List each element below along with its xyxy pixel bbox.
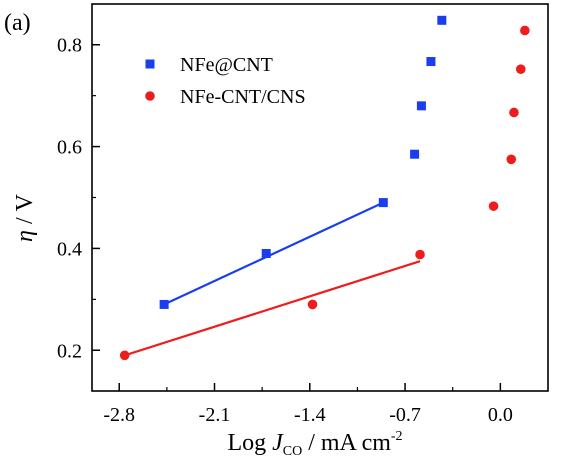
y-tick-label: 0.4 bbox=[57, 238, 82, 260]
nfe-cnt-cns-point bbox=[509, 107, 519, 118]
nfe-cnt-cns-point bbox=[520, 25, 530, 36]
x-tick-label: -2.8 bbox=[103, 404, 135, 426]
legend: NFe@CNT NFe-CNT/CNS bbox=[145, 54, 306, 108]
fit-lines bbox=[124, 201, 421, 357]
nfe-cnt-cns-point bbox=[119, 350, 130, 361]
y-axis-unit: / V bbox=[12, 193, 38, 230]
x-tick-label: 0.0 bbox=[488, 404, 513, 426]
plot-frame bbox=[91, 3, 549, 392]
y-axis-symbol: η bbox=[12, 230, 38, 242]
x-axis-unit: / mA cm bbox=[302, 430, 391, 456]
x-axis-superscript: -2 bbox=[391, 429, 403, 444]
nfe-cnt-point bbox=[378, 198, 388, 208]
legend-label-nfe-cnt: NFe@CNT bbox=[180, 54, 273, 76]
nfe-cnt-point bbox=[416, 101, 426, 111]
nfe-cnt-cns-point bbox=[415, 249, 425, 260]
x-axis-prefix: Log bbox=[227, 430, 272, 456]
x-axis-symbol: J bbox=[272, 430, 284, 456]
legend-marker-nfe-cnt bbox=[145, 59, 155, 69]
x-tick-label: -0.7 bbox=[389, 404, 421, 426]
nfe-cnt-cns-point bbox=[515, 64, 526, 74]
y-axis-label: η / V bbox=[12, 193, 38, 242]
x-tick-label: -1.4 bbox=[294, 404, 326, 426]
axis-ticks: -2.8 -2.1 -1.4 -0.7 0.0 0.2 0.4 0.6 0.8 bbox=[57, 35, 513, 426]
legend-marker-nfe-cnt-cns bbox=[145, 91, 155, 101]
nfe-cnt-cns-point bbox=[506, 154, 517, 165]
nfe-cnt-point bbox=[159, 299, 169, 309]
y-tick-label: 0.2 bbox=[57, 340, 82, 362]
nfe-cnt-cns-fit-line bbox=[124, 260, 421, 357]
x-axis-subscript: CO bbox=[283, 444, 302, 459]
y-tick-label: 0.8 bbox=[57, 35, 82, 57]
nfe-cnt-fit-line bbox=[163, 201, 384, 306]
data-points bbox=[119, 15, 530, 361]
legend-label-nfe-cnt-cns: NFe-CNT/CNS bbox=[180, 86, 306, 108]
nfe-cnt-point bbox=[426, 57, 436, 67]
nfe-cnt-point bbox=[410, 149, 420, 159]
nfe-cnt-cns-point bbox=[307, 299, 318, 310]
panel-label: (a) bbox=[4, 10, 31, 36]
x-tick-label: -2.1 bbox=[199, 404, 231, 426]
y-tick-label: 0.6 bbox=[57, 137, 82, 159]
nfe-cnt-point bbox=[437, 15, 447, 25]
x-axis-label: Log JCO / mA cm-2 bbox=[227, 429, 402, 459]
nfe-cnt-cns-point bbox=[488, 201, 499, 211]
nfe-cnt-point bbox=[261, 249, 271, 259]
